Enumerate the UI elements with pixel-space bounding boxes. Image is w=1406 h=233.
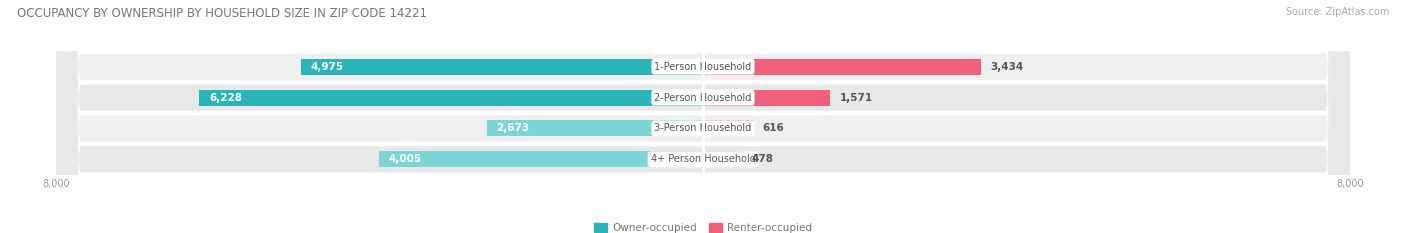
Text: 2,673: 2,673	[496, 123, 530, 134]
Bar	[703, 89, 830, 106]
Text: 4+ Person Household: 4+ Person Household	[651, 154, 755, 164]
Text: 3,434: 3,434	[990, 62, 1024, 72]
Text: 1,571: 1,571	[839, 93, 873, 103]
Text: 1-Person Household: 1-Person Household	[654, 62, 752, 72]
Text: OCCUPANCY BY OWNERSHIP BY HOUSEHOLD SIZE IN ZIP CODE 14221: OCCUPANCY BY OWNERSHIP BY HOUSEHOLD SIZE…	[17, 7, 427, 20]
Text: 478: 478	[751, 154, 773, 164]
Bar	[703, 151, 741, 167]
Bar	[486, 120, 703, 137]
FancyBboxPatch shape	[56, 0, 1350, 233]
Bar	[301, 59, 703, 75]
Bar	[703, 120, 752, 137]
Text: 616: 616	[762, 123, 785, 134]
Text: 3-Person Household: 3-Person Household	[654, 123, 752, 134]
Bar	[380, 151, 703, 167]
Bar	[703, 59, 980, 75]
Text: 4,975: 4,975	[311, 62, 343, 72]
FancyBboxPatch shape	[56, 0, 1350, 233]
Text: 6,228: 6,228	[209, 93, 242, 103]
Text: 2-Person Household: 2-Person Household	[654, 93, 752, 103]
FancyBboxPatch shape	[56, 0, 1350, 233]
Legend: Owner-occupied, Renter-occupied: Owner-occupied, Renter-occupied	[591, 219, 815, 233]
Text: Source: ZipAtlas.com: Source: ZipAtlas.com	[1285, 7, 1389, 17]
FancyBboxPatch shape	[56, 0, 1350, 233]
Text: 4,005: 4,005	[389, 154, 422, 164]
Bar	[200, 89, 703, 106]
